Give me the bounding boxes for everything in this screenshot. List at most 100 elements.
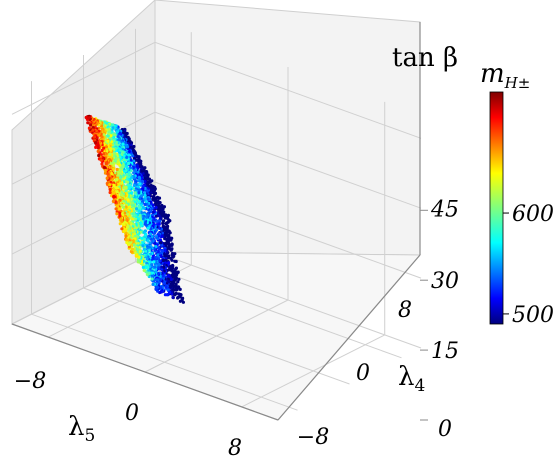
- scatter-point: [116, 135, 120, 139]
- scatter-point: [124, 231, 128, 235]
- scatter-point: [125, 172, 129, 177]
- scatter-point: [117, 151, 122, 155]
- scatter-point: [171, 263, 175, 268]
- scatter-point: [113, 151, 117, 156]
- scatter-point: [114, 186, 118, 190]
- scatter-point: [108, 153, 112, 157]
- scatter-point: [100, 162, 104, 166]
- x-axis-line: [11, 323, 279, 421]
- scatter-point: [131, 206, 135, 211]
- scatter-point: [166, 274, 170, 278]
- scatter-point: [108, 183, 112, 187]
- scatter-point: [124, 180, 128, 184]
- scatter-point: [158, 201, 162, 205]
- scatter-point: [172, 274, 176, 279]
- scatter-point: [109, 147, 113, 151]
- scatter-point: [164, 221, 169, 225]
- scatter-point: [163, 248, 167, 252]
- scatter-point: [150, 277, 154, 281]
- scatter-point: [161, 221, 165, 225]
- z-tick-label: 30: [431, 269, 459, 294]
- scatter-point: [96, 149, 100, 153]
- scatter-point: [177, 277, 181, 281]
- x-tick-label: 0: [125, 401, 139, 426]
- scatter-point: [141, 205, 145, 209]
- scatter-point: [115, 190, 119, 194]
- scatter-point: [138, 182, 142, 186]
- scatter-point: [159, 241, 163, 245]
- scatter-point: [151, 197, 155, 201]
- scatter-point: [131, 203, 136, 207]
- scatter-point: [133, 251, 137, 255]
- scatter-point: [162, 281, 166, 285]
- scatter-point: [104, 145, 108, 149]
- scatter-point: [106, 172, 110, 176]
- scatter-point: [173, 277, 178, 281]
- scatter-point: [143, 221, 147, 225]
- scatter-point: [137, 161, 141, 165]
- scatter-point: [137, 175, 141, 179]
- scatter-point: [146, 226, 150, 230]
- scatter-point: [115, 212, 119, 216]
- scatter-point: [166, 279, 170, 283]
- x-tick-label: 8: [228, 436, 242, 459]
- scatter-point: [173, 259, 177, 263]
- z-tick-label: 15: [431, 339, 459, 364]
- scatter-point: [170, 269, 174, 273]
- scatter-point: [131, 212, 135, 216]
- colorbar-tick-label: 600: [512, 202, 554, 227]
- scatter-point: [132, 171, 136, 175]
- scatter-point: [143, 179, 147, 184]
- scatter-point: [114, 207, 118, 211]
- scatter-point: [137, 259, 141, 263]
- scatter-point: [118, 222, 122, 226]
- scatter-point: [120, 227, 124, 231]
- scatter-point: [100, 148, 104, 153]
- scatter-point: [166, 217, 170, 221]
- scatter-point: [177, 285, 181, 289]
- scatter-point: [156, 253, 160, 257]
- scatter-point: [154, 214, 158, 218]
- scatter-point: [168, 266, 172, 270]
- scatter-point: [141, 265, 145, 269]
- scatter-point: [139, 221, 143, 225]
- scatter-point: [167, 233, 171, 237]
- scatter-point: [170, 251, 175, 256]
- scatter-point: [126, 145, 130, 149]
- colorbar-label: mH±: [480, 59, 530, 92]
- scatter-point: [126, 198, 130, 202]
- scatter-point: [135, 207, 139, 211]
- scatter-point: [155, 236, 159, 240]
- scatter-point: [137, 191, 141, 195]
- scatter-point: [121, 222, 125, 226]
- scatter-point: [157, 263, 161, 267]
- scatter-point: [118, 131, 122, 135]
- scatter-point: [140, 236, 144, 240]
- scatter-point: [118, 211, 122, 215]
- scatter-point: [124, 141, 128, 145]
- scatter-point: [141, 244, 145, 248]
- scatter-point: [147, 271, 151, 275]
- scatter-point: [86, 121, 90, 125]
- scatter-point: [143, 193, 147, 198]
- z-axis-label: tan β: [392, 43, 458, 73]
- scatter-point: [159, 286, 163, 290]
- scatter-point: [103, 120, 107, 124]
- scatter-point: [105, 176, 109, 180]
- grid-line-z: [11, 111, 156, 185]
- scatter-point: [94, 145, 98, 149]
- scatter-point: [130, 247, 134, 251]
- scatter-point: [156, 249, 160, 254]
- scatter-point: [161, 258, 165, 263]
- scatter-point: [118, 213, 122, 218]
- scatter-point: [135, 164, 139, 168]
- colorbar: [489, 91, 504, 325]
- grid-line-y: [31, 313, 298, 411]
- scatter-point: [115, 167, 119, 172]
- scatter-point: [142, 230, 146, 234]
- scatter-point: [171, 295, 175, 299]
- scatter-point: [138, 214, 142, 218]
- x-tick-label: −8: [14, 369, 46, 394]
- scatter-point: [125, 164, 129, 168]
